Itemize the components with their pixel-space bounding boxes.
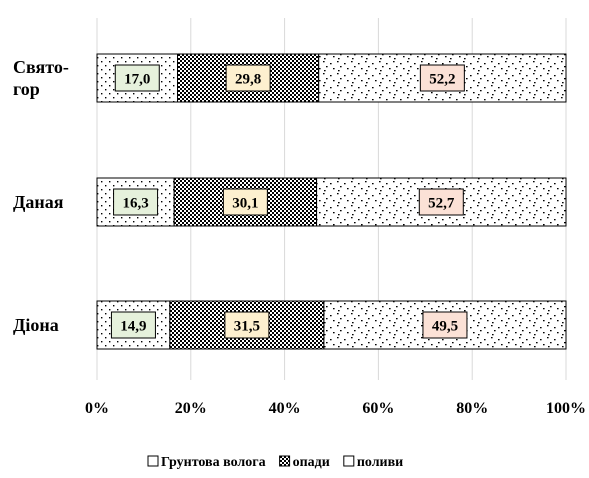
- category-label: Діона: [13, 315, 59, 335]
- data-labels: 17,0 29,8 52,2 16,3 30,1 52,7 14,9 31,5 49,5: [110, 64, 468, 339]
- category-label: Даная: [13, 192, 64, 212]
- x-tick-label: 20%: [175, 400, 207, 417]
- x-tick-label: 100%: [546, 400, 586, 417]
- data-label-box: [110, 311, 156, 339]
- data-label-box: [114, 64, 160, 92]
- bars: [96, 53, 567, 350]
- legend: Грунтова волога опади поливи: [147, 455, 403, 470]
- legend-label: поливи: [357, 455, 403, 470]
- data-label-box: [222, 188, 268, 216]
- data-label: 14,9: [120, 319, 146, 335]
- axes: 0% 20% 40% 60% 80% 100% Свято-гор Даная Діона: [13, 57, 586, 417]
- category-label: Свято-гор: [13, 57, 69, 99]
- data-label: 52,7: [428, 196, 455, 212]
- data-label: 52,2: [429, 72, 455, 88]
- data-label-box: [419, 64, 465, 92]
- data-label: 30,1: [232, 196, 258, 212]
- data-label-box: [225, 64, 271, 92]
- x-tick-label: 0%: [85, 400, 109, 417]
- data-label: 17,0: [124, 72, 150, 88]
- legend-swatch: [343, 455, 355, 467]
- category-label-line: Даная: [13, 192, 64, 212]
- data-label: 29,8: [235, 72, 261, 88]
- category-label-line: Свято-: [13, 57, 69, 77]
- data-label-box: [418, 188, 464, 216]
- data-label: 31,5: [234, 319, 260, 335]
- legend-swatch: [279, 455, 291, 467]
- data-label: 49,5: [432, 319, 458, 335]
- x-tick-label: 80%: [456, 400, 488, 417]
- data-label: 16,3: [122, 196, 148, 212]
- data-label-box: [224, 311, 270, 339]
- legend-swatch: [147, 455, 159, 467]
- category-label-line: Діона: [13, 315, 59, 335]
- legend-label: Грунтова волога: [161, 455, 266, 470]
- x-tick-label: 40%: [269, 400, 301, 417]
- x-tick-label: 60%: [362, 400, 394, 417]
- bar-segment: [96, 53, 179, 103]
- data-label-box: [113, 188, 159, 216]
- category-label-line: гор: [13, 79, 40, 99]
- data-label-box: [422, 311, 468, 339]
- legend-label: опади: [293, 455, 330, 470]
